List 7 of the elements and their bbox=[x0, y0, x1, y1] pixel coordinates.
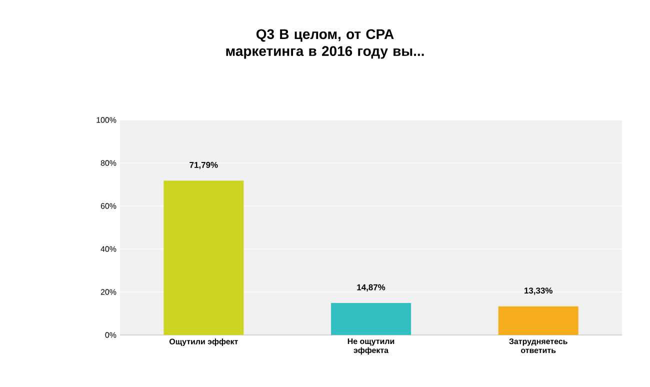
chart-title: Q3 В целом, от CPA маркетинга в 2016 году вы... bbox=[226, 29, 424, 59]
data-label: 71,79% bbox=[190, 162, 218, 170]
bar bbox=[331, 303, 412, 335]
data-label: 14,87% bbox=[357, 284, 386, 292]
bar bbox=[164, 180, 244, 335]
bar bbox=[498, 306, 578, 335]
data-label: 13,33% bbox=[524, 288, 552, 295]
